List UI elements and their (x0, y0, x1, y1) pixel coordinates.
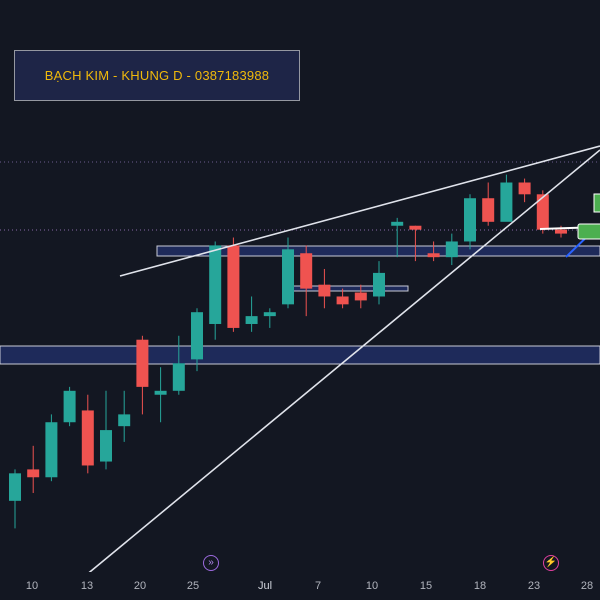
candle-body[interactable] (63, 390, 76, 423)
x-tick-label: 23 (527, 580, 541, 592)
candle-body[interactable] (45, 422, 58, 478)
x-tick-label: 15 (419, 580, 433, 592)
candles-group (9, 174, 567, 529)
x-tick-label: 18 (473, 580, 487, 592)
candle-body[interactable] (445, 241, 458, 258)
green-label-upper (593, 193, 600, 213)
candle-body[interactable] (118, 414, 131, 427)
purple-double-chevron-icon[interactable]: » (203, 555, 219, 571)
candle-body[interactable] (464, 198, 476, 242)
candle-body[interactable] (245, 316, 258, 324)
candle-body[interactable] (336, 296, 349, 305)
x-tick-label: 10 (25, 580, 39, 592)
candle-body[interactable] (263, 312, 276, 317)
candle-body[interactable] (482, 198, 495, 222)
candle-body[interactable] (100, 430, 112, 462)
candle-body[interactable] (191, 312, 203, 360)
x-tick-label: 10 (365, 580, 379, 592)
x-tick-label: 28 (580, 580, 594, 592)
candle-body[interactable] (300, 253, 313, 289)
support-zone (0, 345, 600, 365)
candle-body[interactable] (318, 284, 331, 297)
candle-body[interactable] (391, 221, 404, 226)
chart-title-box[interactable]: BẠCH KIM - KHUNG D - 0387183988 (14, 50, 300, 101)
upper-trendline[interactable] (119, 145, 600, 277)
lower-trendline[interactable] (84, 149, 600, 577)
x-tick-label: 13 (80, 580, 94, 592)
candle-body[interactable] (354, 292, 367, 301)
candle-body[interactable] (536, 194, 549, 230)
candle-body[interactable] (136, 339, 149, 387)
candle-body[interactable] (209, 245, 222, 324)
pink-lightning-icon[interactable]: ⚡ (543, 555, 559, 571)
candle-body[interactable] (409, 225, 422, 230)
x-tick-label: 25 (186, 580, 200, 592)
time-axis (0, 572, 600, 600)
x-tick-label: 20 (133, 580, 147, 592)
candle-body[interactable] (427, 253, 440, 258)
candle-body[interactable] (500, 182, 513, 222)
candle-body[interactable] (27, 469, 40, 478)
candle-body[interactable] (227, 245, 240, 328)
x-tick-label: 7 (314, 580, 322, 592)
candle-body[interactable] (154, 390, 167, 395)
resistance-zone (156, 245, 600, 257)
x-tick-label: Jul (257, 580, 273, 592)
candle-body[interactable] (518, 182, 531, 195)
candle-body[interactable] (373, 272, 385, 297)
candle-body[interactable] (9, 473, 21, 501)
green-label-lower (577, 223, 600, 240)
candle-body[interactable] (81, 410, 94, 466)
candle-body[interactable] (555, 229, 567, 234)
candle-body[interactable] (282, 249, 294, 305)
candle-body[interactable] (172, 363, 185, 391)
